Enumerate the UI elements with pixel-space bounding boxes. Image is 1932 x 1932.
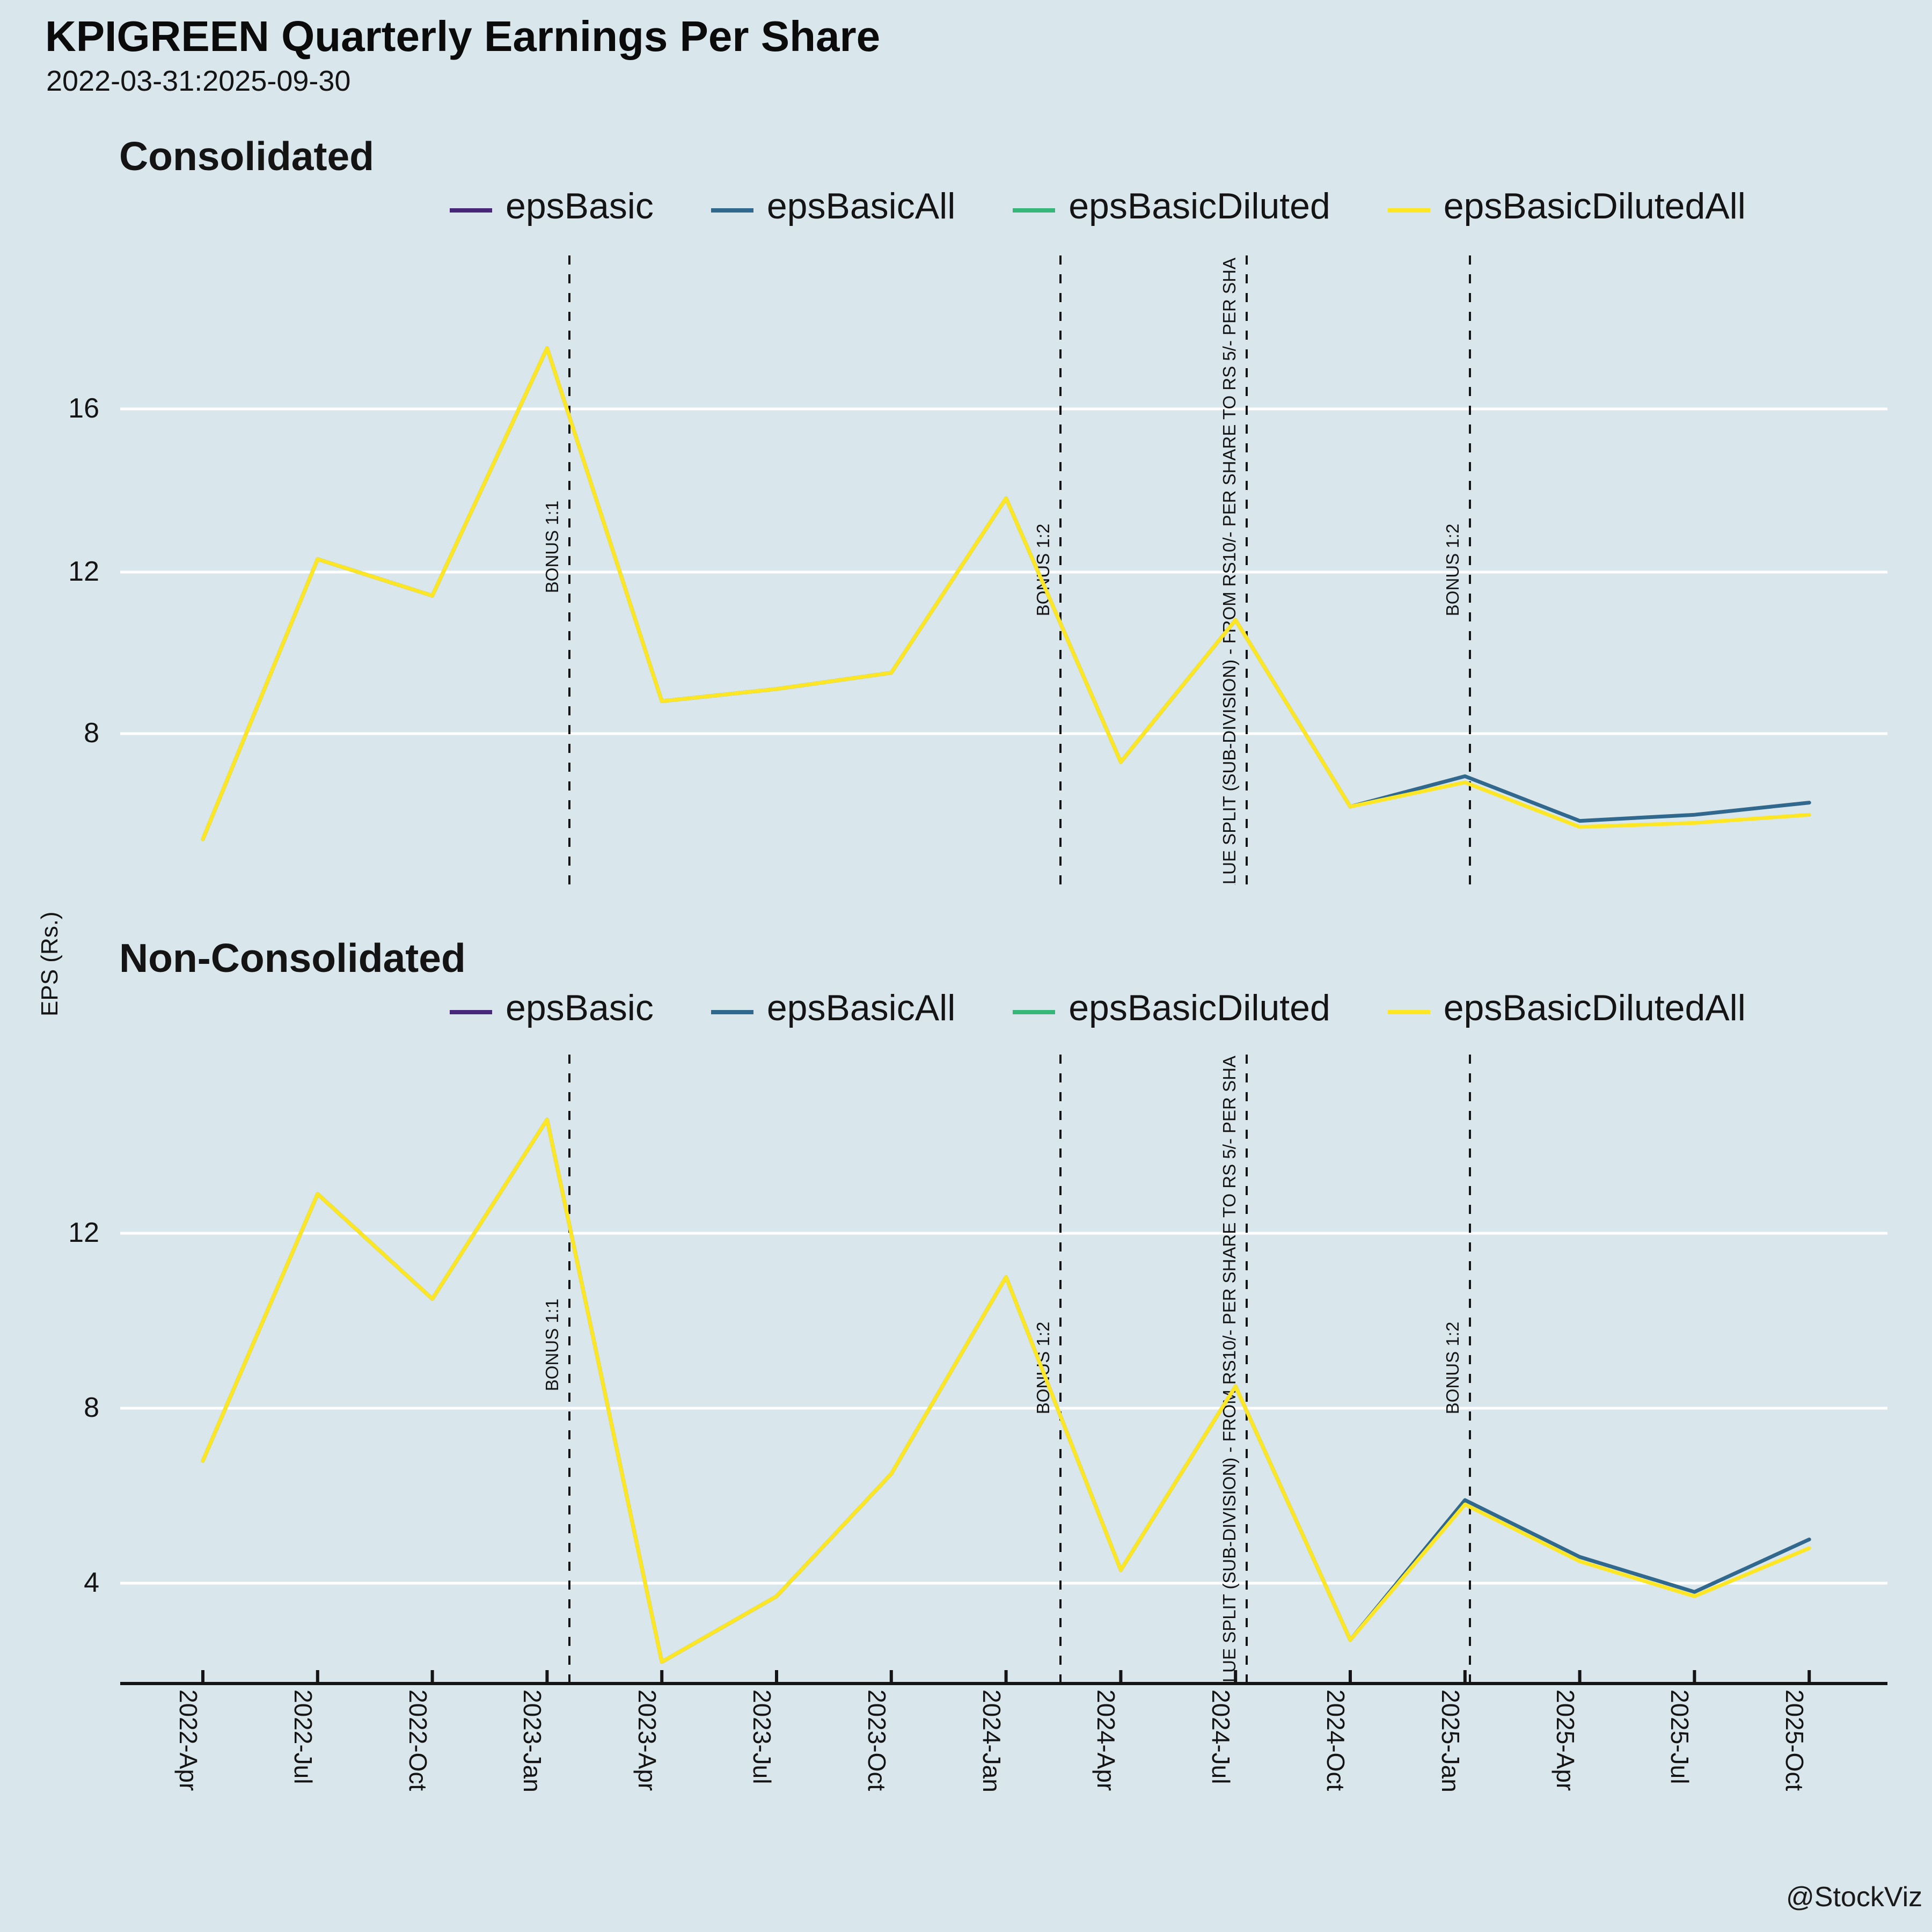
svg-text:BONUS 1:1: BONUS 1:1: [542, 1299, 562, 1391]
svg-text:8: 8: [84, 1392, 99, 1423]
svg-text:12: 12: [68, 1217, 99, 1248]
svg-text:12: 12: [68, 556, 99, 587]
svg-text:16: 16: [68, 393, 99, 424]
svg-text:BONUS 1:2: BONUS 1:2: [1443, 524, 1462, 616]
svg-text:VALUE SPLIT (SUB-DIVISION) - F: VALUE SPLIT (SUB-DIVISION) - FROM RS10/-…: [1219, 233, 1239, 907]
svg-text:8: 8: [84, 718, 99, 749]
svg-text:BONUS 1:1: BONUS 1:1: [542, 501, 562, 593]
svg-text:VALUE SPLIT (SUB-DIVISION) - F: VALUE SPLIT (SUB-DIVISION) - FROM RS10/-…: [1219, 1031, 1239, 1705]
svg-text:4: 4: [84, 1567, 99, 1598]
svg-text:BONUS 1:2: BONUS 1:2: [1443, 1322, 1462, 1414]
